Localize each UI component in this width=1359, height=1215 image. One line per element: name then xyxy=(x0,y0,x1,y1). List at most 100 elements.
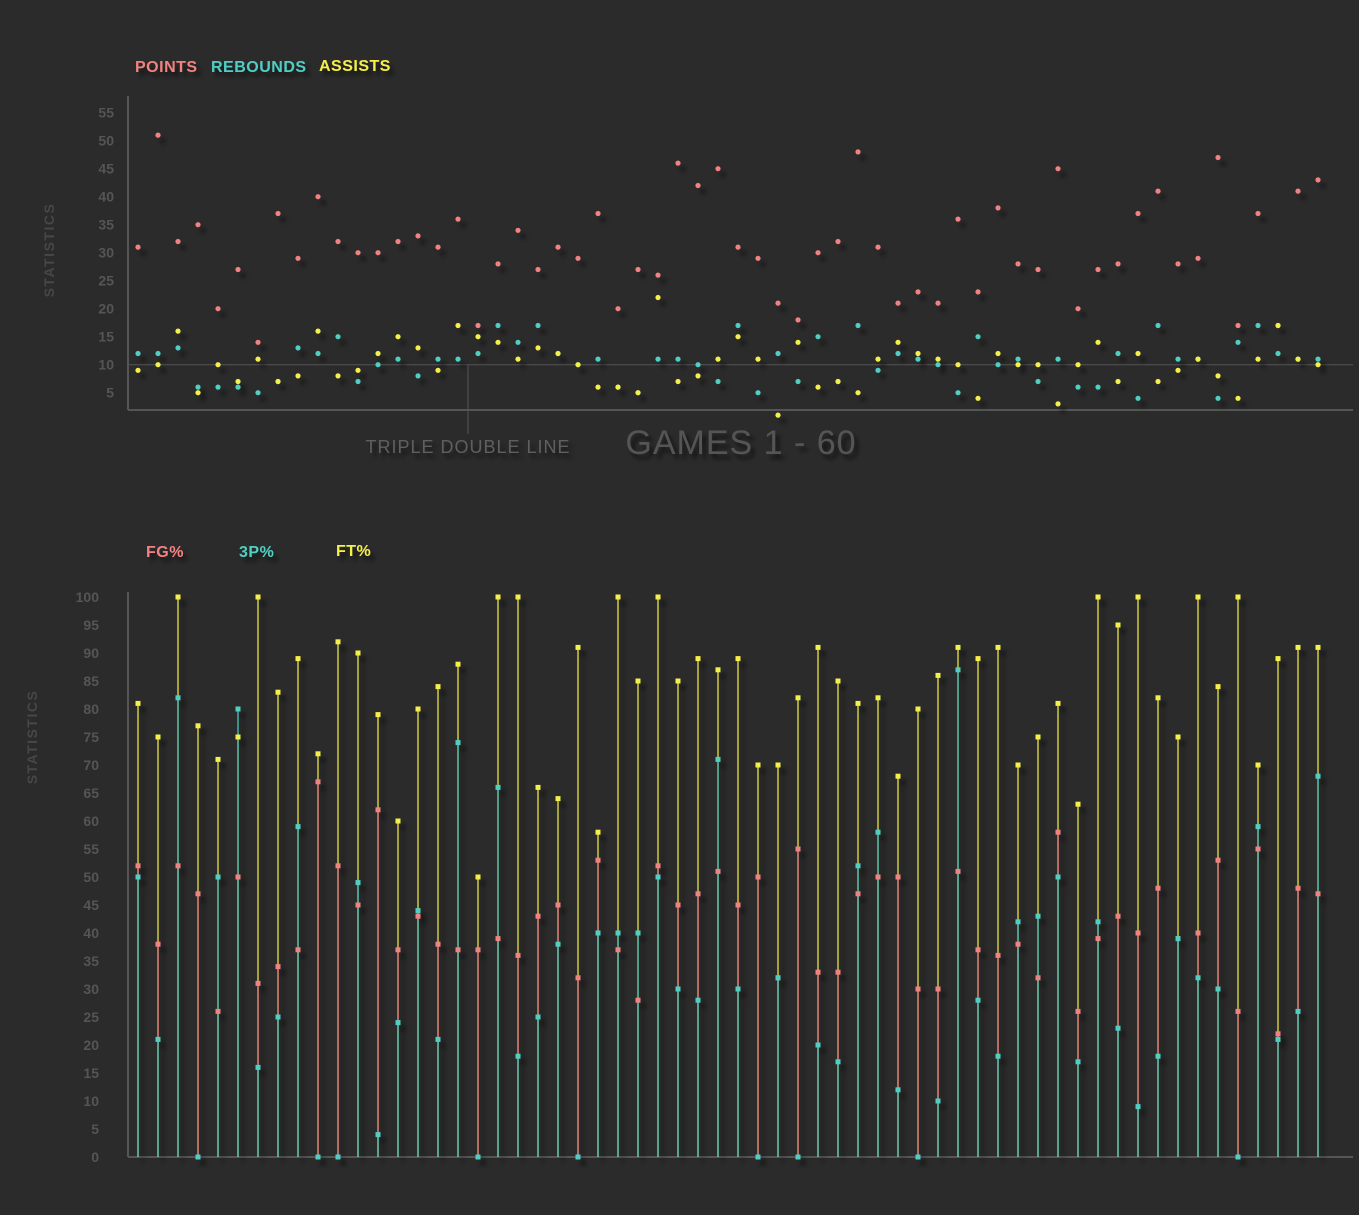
ft-marker xyxy=(415,706,421,712)
3p-marker xyxy=(1135,1104,1141,1110)
points-point xyxy=(635,266,641,273)
3p-marker xyxy=(735,986,741,992)
ft-marker xyxy=(995,644,1001,650)
rebounds-point xyxy=(435,356,441,362)
3p-marker xyxy=(455,740,461,746)
y-tick-label: 45 xyxy=(98,161,114,177)
y-tick-label: 80 xyxy=(83,701,99,717)
3p-marker xyxy=(915,1154,921,1160)
points-point xyxy=(1255,210,1261,217)
3p-marker xyxy=(695,997,701,1003)
ft-marker xyxy=(875,695,881,701)
points-point xyxy=(655,272,661,278)
assists-point xyxy=(1135,350,1141,357)
assists-point xyxy=(455,322,461,329)
fg-marker xyxy=(515,952,521,958)
ft-marker xyxy=(895,773,901,779)
3p-marker xyxy=(235,706,241,712)
assists-point xyxy=(995,350,1001,357)
rebounds-point xyxy=(235,384,241,390)
assists-point xyxy=(1295,356,1301,362)
fg-marker xyxy=(175,863,181,869)
assists-point xyxy=(255,356,261,362)
fg-marker xyxy=(715,868,721,874)
assists-point xyxy=(715,356,721,362)
3p-marker xyxy=(835,1059,841,1065)
rebounds-point xyxy=(455,356,461,362)
3p-marker xyxy=(515,1053,521,1059)
fg-marker xyxy=(375,807,381,813)
ft-marker xyxy=(755,762,761,768)
percentage-y-axis-label: STATISTICS xyxy=(24,690,40,785)
fg-marker xyxy=(1195,930,1201,936)
3p-marker xyxy=(1235,1154,1241,1160)
assists-point xyxy=(1275,322,1281,329)
y-tick-label: 55 xyxy=(98,105,114,121)
rebounds-point xyxy=(195,384,201,390)
points-point xyxy=(1035,266,1041,273)
rebounds-point xyxy=(855,322,861,329)
fg-marker xyxy=(275,964,281,970)
ft-marker xyxy=(1255,762,1261,768)
points-point xyxy=(1195,255,1201,261)
rebounds-point xyxy=(355,378,361,385)
3p-marker xyxy=(1095,919,1101,925)
rebounds-point xyxy=(1135,395,1141,401)
ft-marker xyxy=(1135,594,1141,600)
points-point xyxy=(335,238,341,245)
assists-point xyxy=(875,356,881,362)
fg-marker xyxy=(595,857,601,863)
assists-point xyxy=(755,356,761,362)
ft-marker xyxy=(475,874,481,880)
3p-marker xyxy=(495,784,501,790)
3p-marker xyxy=(255,1064,261,1070)
fg-marker xyxy=(335,863,341,869)
rebounds-point xyxy=(415,373,421,379)
3p-marker xyxy=(1015,919,1021,925)
fg-marker xyxy=(1055,829,1061,835)
ft-marker xyxy=(1035,734,1041,740)
assists-point xyxy=(955,362,961,368)
3p-marker xyxy=(155,1036,161,1042)
fg-marker xyxy=(695,891,701,897)
legend-assists: ASSISTS xyxy=(319,58,391,75)
rebounds-point xyxy=(135,350,141,357)
assists-point xyxy=(615,384,621,390)
y-tick-label: 85 xyxy=(83,673,99,689)
rebounds-point xyxy=(655,356,661,362)
y-tick-label: 70 xyxy=(83,757,99,773)
3p-marker xyxy=(795,1154,801,1160)
fg-marker xyxy=(1215,857,1221,863)
y-tick-label: 95 xyxy=(83,617,99,633)
points-point xyxy=(775,300,781,306)
y-tick-label: 30 xyxy=(83,981,99,997)
points-point xyxy=(1215,154,1221,161)
assists-point xyxy=(775,412,781,418)
points-point xyxy=(135,244,141,250)
rebounds-point xyxy=(915,356,921,362)
y-tick-label: 30 xyxy=(98,245,114,261)
ft-marker xyxy=(255,594,261,600)
3p-marker xyxy=(875,829,881,835)
y-tick-label: 35 xyxy=(83,953,99,969)
fg-marker xyxy=(935,986,941,992)
points-point xyxy=(955,216,961,222)
ft-marker xyxy=(395,818,401,824)
fg-marker xyxy=(315,779,321,785)
rebounds-point xyxy=(535,322,541,329)
3p-marker xyxy=(1075,1059,1081,1065)
fg-marker xyxy=(255,980,261,986)
rebounds-point xyxy=(1315,356,1321,362)
points-point xyxy=(415,233,421,239)
assists-point xyxy=(375,350,381,357)
points-point xyxy=(175,238,181,245)
fg-marker xyxy=(395,947,401,953)
ft-marker xyxy=(175,594,181,600)
y-tick-label: 15 xyxy=(98,329,114,345)
ft-marker xyxy=(295,656,301,662)
points-point xyxy=(615,306,621,312)
rebounds-point xyxy=(1275,350,1281,357)
points-point xyxy=(515,227,521,233)
points-point xyxy=(1175,261,1181,267)
assists-point xyxy=(1315,362,1321,368)
